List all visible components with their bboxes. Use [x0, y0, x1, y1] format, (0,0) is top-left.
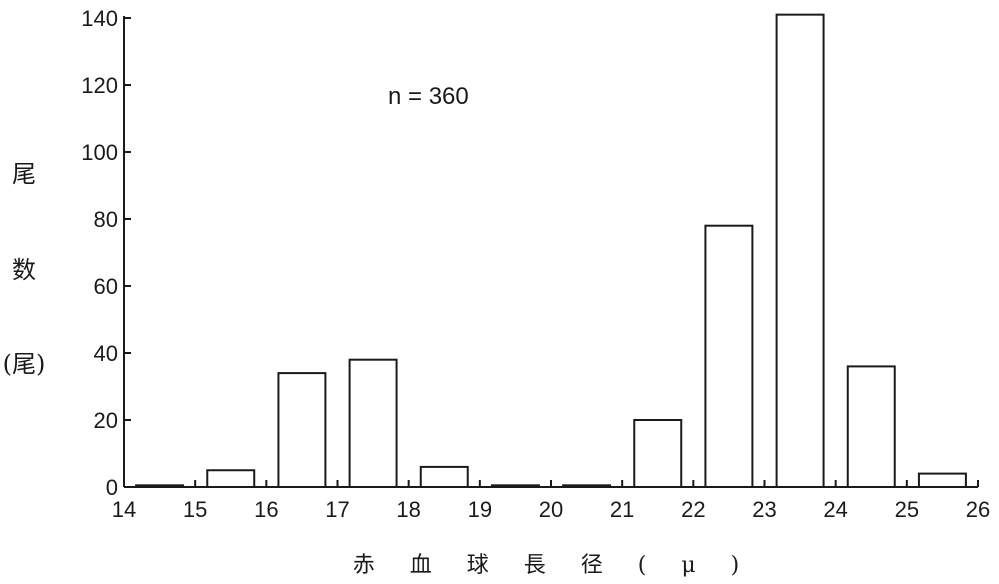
y-ticks: 0 20 40 60 80 100 120 140	[81, 6, 131, 500]
bar	[775, 13, 825, 489]
y-tick-label: 140	[81, 6, 118, 31]
x-axis-label: 赤 血 球 長 径 ( μ )	[353, 553, 753, 578]
bar	[633, 419, 683, 488]
y-tick-label: 80	[94, 207, 118, 232]
bar	[917, 472, 967, 489]
bar	[206, 469, 256, 488]
x-tick-label: 15	[183, 497, 207, 522]
sample-size-annotation: n = 360	[388, 83, 469, 110]
x-tick-label: 19	[468, 497, 492, 522]
x-tick-label: 26	[966, 497, 990, 522]
y-tick-label: 120	[81, 73, 118, 98]
bar	[135, 484, 185, 489]
x-tick-label: 14	[112, 497, 136, 522]
x-tick-label: 17	[325, 497, 349, 522]
bar	[562, 484, 612, 489]
y-tick-label: 20	[94, 408, 118, 433]
y-tick-label: 40	[94, 341, 118, 366]
x-tick-label: 16	[254, 497, 278, 522]
y-axis-label-line: 数	[12, 256, 36, 284]
y-axis-label: 尾数 (尾)	[3, 160, 46, 378]
bar	[846, 365, 896, 488]
y-axis-label-line: (尾)	[3, 350, 46, 378]
x-tick-label: 24	[823, 497, 847, 522]
y-axis-label-line: 尾	[12, 160, 36, 188]
x-tick-label: 25	[895, 497, 919, 522]
y-tick-label: 0	[106, 475, 118, 500]
x-tick-label: 20	[539, 497, 563, 522]
bars	[135, 13, 967, 489]
x-tick-label: 18	[396, 497, 420, 522]
y-tick-label: 100	[81, 140, 118, 165]
bar	[277, 372, 327, 489]
x-ticks: 14 15 16 17 18 19 20 21 22 23 24 25 26	[112, 480, 990, 522]
x-tick-label: 22	[681, 497, 705, 522]
bar	[419, 465, 469, 488]
bar	[704, 224, 754, 488]
bar	[490, 484, 540, 489]
x-tick-label: 23	[752, 497, 776, 522]
bar	[348, 358, 398, 489]
x-tick-label: 21	[610, 497, 634, 522]
y-tick-label: 60	[94, 274, 118, 299]
